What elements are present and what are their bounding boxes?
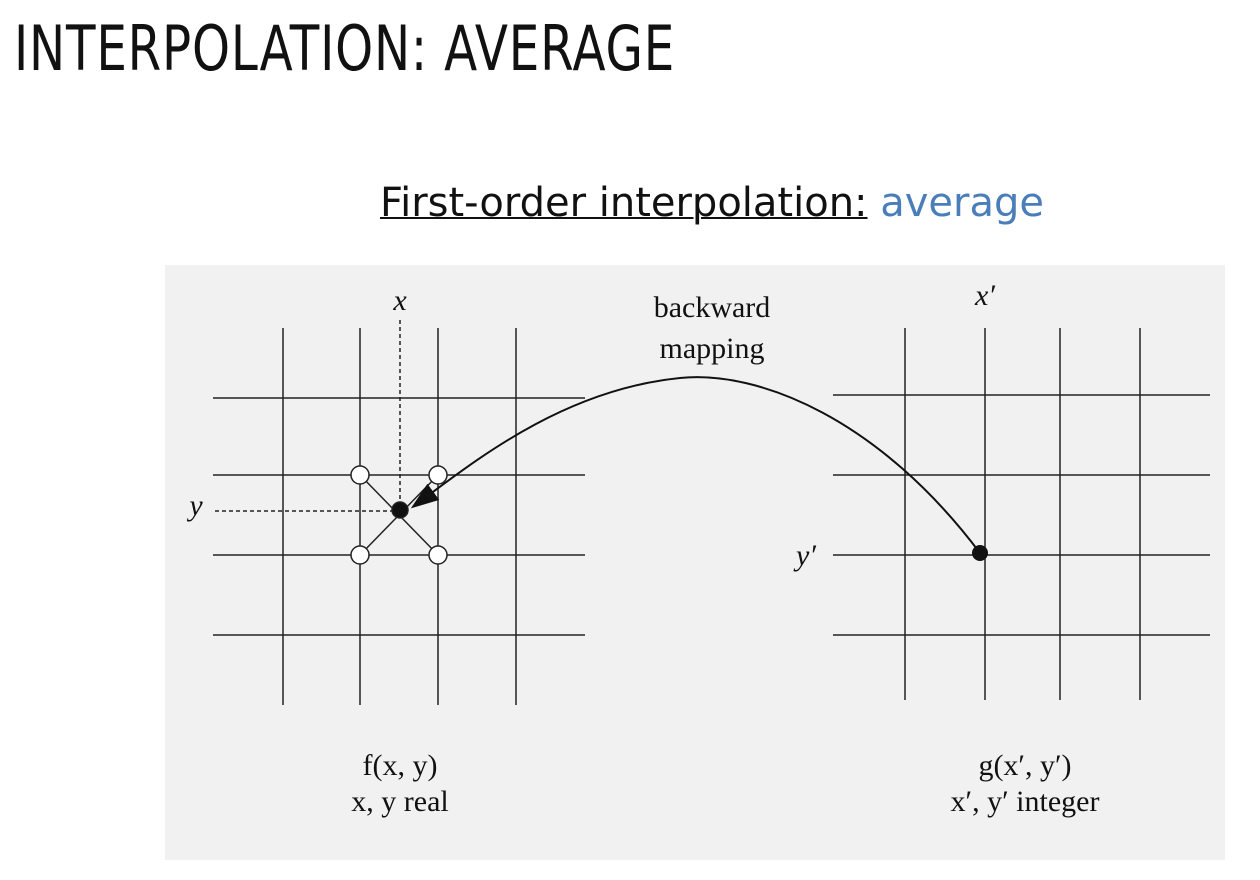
subtitle-lead: First-order interpolation: [380, 180, 868, 226]
source-x-label: x [392, 284, 407, 317]
target-y-label: y′ [793, 539, 816, 572]
target-caption: g(x′, y′) [978, 749, 1071, 782]
source-y-label: y [186, 489, 203, 522]
source-caption: f(x, y) [363, 749, 438, 782]
target-caption: x′, y′ integer [951, 785, 1100, 818]
mapping-arrow [410, 376, 981, 554]
source-grid [213, 328, 585, 705]
target-x-label: x′ [974, 279, 995, 312]
source-caption: x, y real [351, 785, 448, 818]
subtitle: First-order interpolation: average [380, 180, 1044, 226]
target-grid [833, 328, 1210, 700]
figure-background [165, 265, 1225, 860]
mapping-label: backward [654, 291, 771, 324]
subtitle-emphasis: average [880, 180, 1044, 226]
slide-title: INTERPOLATION: AVERAGE [14, 12, 676, 85]
mapping-label: mapping [660, 332, 765, 365]
